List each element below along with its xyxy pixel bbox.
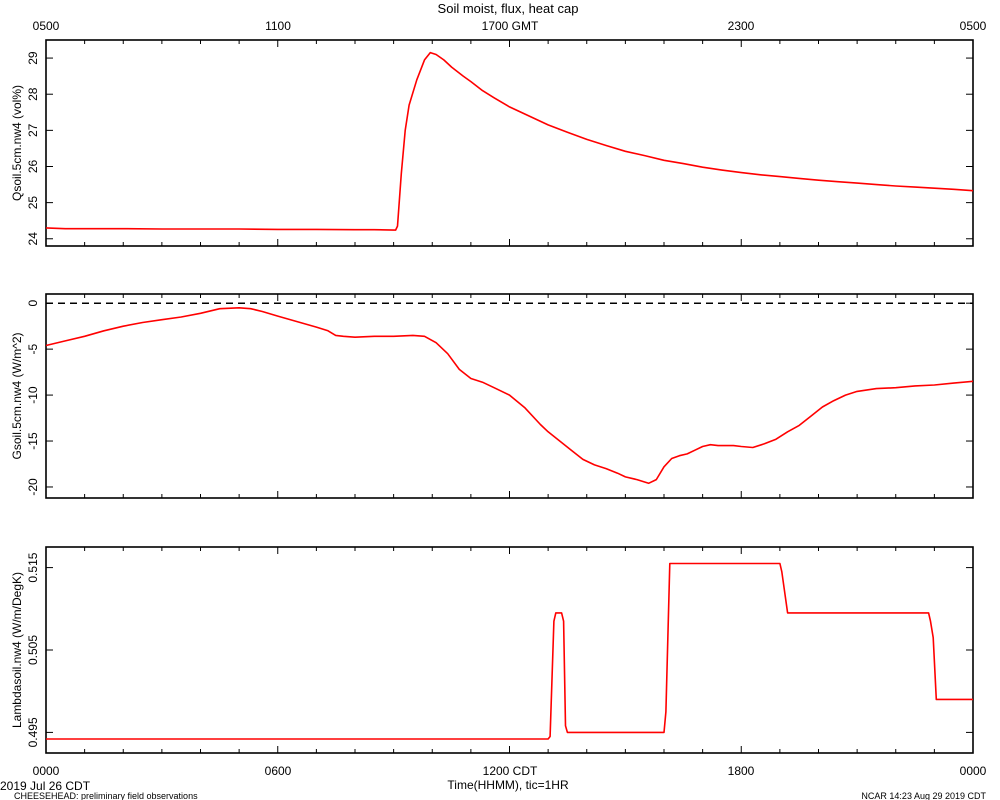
series-group — [46, 562, 973, 740]
panel-frame — [45, 39, 974, 247]
footer-date: 2019 Jul 26 CDT — [0, 779, 91, 793]
x-axis-label: Time(HHMM), tic=1HR — [447, 778, 569, 792]
y-tick-label: 0 — [26, 300, 40, 307]
series-line — [45, 306, 974, 485]
bottom-tick-label: 0000 — [960, 764, 987, 778]
panel-frame — [45, 546, 974, 754]
y-tick-label: 29 — [26, 51, 40, 65]
y-ticks: 0.495 0.505 0.515 — [26, 552, 973, 747]
top-tick-label: 1700 GMT — [482, 19, 539, 33]
y-tick-label: -10 — [26, 386, 40, 404]
y-tick-label: 28 — [26, 87, 40, 101]
bottom-tick-label: 0000 — [33, 764, 60, 778]
top-tick-label: 0500 — [33, 19, 60, 33]
series-line — [46, 562, 973, 740]
y-tick-label: 0.505 — [26, 635, 40, 665]
chart-title: Soil moist, flux, heat cap — [438, 1, 579, 16]
panel-soil-conductivity: 0.495 0.505 0.515 Lambdasoil.nw4 (W/m/DegK… — [10, 546, 974, 754]
top-axis: 0500 1100 1700 GMT 2300 0500 — [33, 19, 987, 33]
y-tick-label: -15 — [26, 432, 40, 450]
bottom-tick-label: 1800 — [728, 764, 755, 778]
y-axis-label: Gsoil.5cm.nw4 (W/m^2) — [10, 333, 24, 460]
y-tick-label: 0.495 — [26, 717, 40, 747]
footer-stamp: NCAR 14:23 Aug 29 2019 CDT — [861, 791, 986, 800]
y-axis-label: Qsoil.5cm.nw4 (vol%) — [10, 85, 24, 201]
y-tick-label: 0.515 — [26, 552, 40, 582]
top-tick-label: 0500 — [960, 19, 987, 33]
y-tick-label: -5 — [26, 343, 40, 354]
top-tick-label: 1100 — [265, 19, 291, 33]
top-tick-label: 2300 — [728, 19, 755, 33]
x-ticks — [45, 40, 974, 246]
y-ticks: 24 25 26 27 28 29 — [26, 51, 973, 245]
panel-soil-moisture: 24 25 26 27 28 29 Qsoil.5cm.nw4 (vol%) — [10, 39, 974, 247]
y-axis-label: Lambdasoil.nw4 (W/m/DegK) — [10, 572, 24, 728]
series-group — [45, 51, 974, 231]
x-ticks — [45, 547, 974, 753]
y-tick-label: 24 — [26, 232, 40, 246]
y-ticks: 0 -5 -10 -15 -20 — [26, 300, 973, 496]
y-tick-label: 26 — [26, 159, 40, 173]
x-ticks — [45, 294, 974, 498]
y-tick-label: 27 — [26, 123, 40, 137]
footer-project: CHEESEHEAD: preliminary field observatio… — [14, 791, 198, 800]
y-tick-label: -20 — [26, 478, 40, 496]
panel-soil-heat-flux: 0 -5 -10 -15 -20 Gsoil.5cm.nw4 (W/m^2) — [10, 293, 974, 499]
bottom-axis: 0000 0600 1200 CDT 1800 0000 Time(HHMM),… — [33, 764, 987, 792]
y-tick-label: 25 — [26, 196, 40, 210]
footer: 2019 Jul 26 CDT CHEESEHEAD: preliminary … — [0, 779, 986, 800]
bottom-tick-label: 1200 CDT — [483, 764, 538, 778]
bottom-tick-label: 0600 — [265, 764, 292, 778]
series-group — [45, 306, 974, 485]
series-line — [45, 51, 974, 231]
